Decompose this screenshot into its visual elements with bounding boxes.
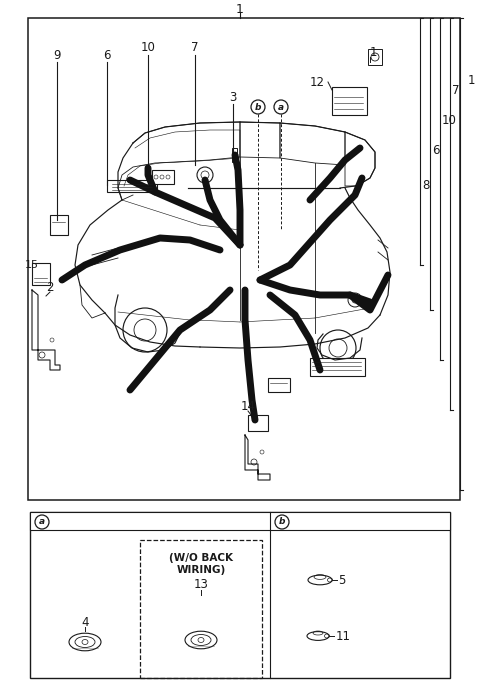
Bar [368, 49, 382, 65]
Text: b: b [255, 103, 261, 112]
Text: a: a [39, 517, 45, 527]
Text: 4: 4 [81, 616, 89, 629]
Text: 6: 6 [432, 143, 440, 156]
Text: 1: 1 [236, 3, 244, 16]
Text: b: b [279, 517, 285, 527]
Bar [268, 378, 290, 392]
Bar [248, 415, 268, 431]
Bar [152, 170, 174, 184]
Text: WIRING): WIRING) [176, 565, 226, 575]
Bar [32, 263, 50, 285]
Bar [310, 358, 365, 376]
Text: 9: 9 [53, 49, 61, 62]
Bar [28, 18, 460, 500]
Text: 1: 1 [370, 45, 377, 58]
Text: 15: 15 [25, 260, 39, 270]
Bar [332, 87, 367, 115]
Text: 13: 13 [193, 577, 208, 590]
Text: 6: 6 [103, 49, 111, 62]
Text: 7: 7 [191, 40, 199, 53]
Text: a: a [278, 103, 284, 112]
Bar [50, 215, 68, 235]
Text: 14: 14 [240, 399, 255, 412]
Text: 1: 1 [468, 73, 476, 86]
Text: 2: 2 [46, 280, 54, 293]
Bar [107, 180, 157, 192]
Bar [30, 512, 450, 530]
Text: 8: 8 [422, 179, 430, 192]
Text: 10: 10 [442, 114, 457, 127]
Text: 11: 11 [336, 630, 351, 643]
Text: 7: 7 [452, 84, 459, 97]
Bar [30, 512, 450, 678]
Text: (W/O BACK: (W/O BACK [169, 553, 233, 563]
Text: 3: 3 [229, 90, 237, 103]
Bar [140, 540, 262, 678]
Bar [232, 148, 237, 162]
Text: 12: 12 [310, 75, 325, 88]
Text: 5: 5 [338, 573, 346, 586]
Text: 10: 10 [141, 40, 156, 53]
